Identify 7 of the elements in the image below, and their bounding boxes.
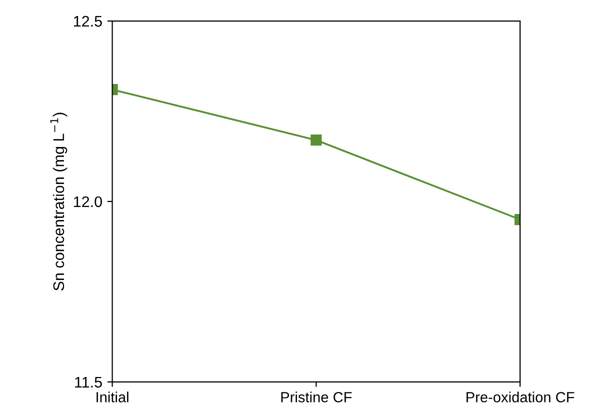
y-tick-label: 12.5 bbox=[74, 16, 102, 27]
x-tick-label: Pristine CF bbox=[281, 392, 352, 402]
y-tick-label: 12.0 bbox=[74, 196, 102, 208]
y-axis-title: Sn concentration (mg L$^{−1}$) bbox=[50, 112, 68, 291]
x-tick-label: Pre-oxidation CF bbox=[466, 392, 574, 402]
x-tick-label: Initial bbox=[96, 392, 128, 402]
y-tick-label: 11.5 bbox=[75, 376, 102, 388]
